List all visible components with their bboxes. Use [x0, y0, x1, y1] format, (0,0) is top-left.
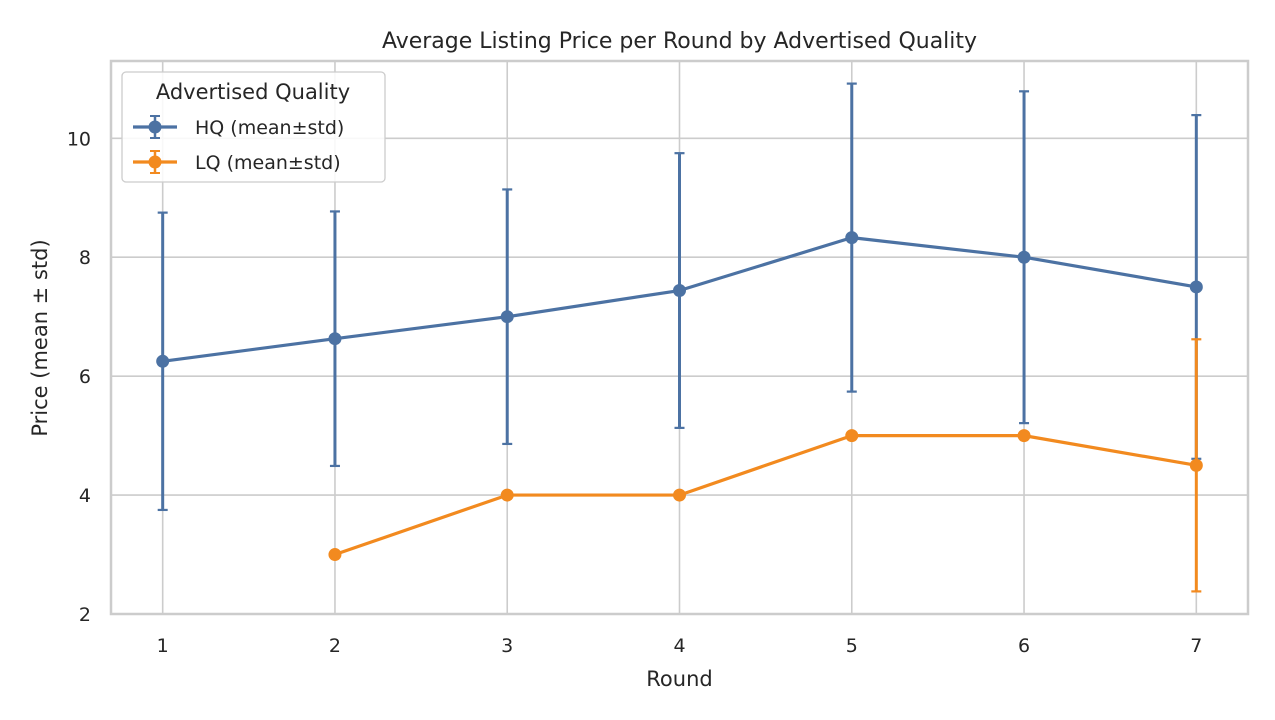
- data-point: [1189, 458, 1203, 472]
- x-tick-label: 6: [1018, 635, 1030, 657]
- x-axis-label: Round: [646, 667, 712, 691]
- chart-title: Average Listing Price per Round by Adver…: [382, 29, 977, 54]
- series-0: [156, 82, 1203, 512]
- data-point: [845, 429, 859, 443]
- y-tick-label: 4: [79, 485, 91, 507]
- data-point: [500, 310, 514, 324]
- legend: Advertised Quality HQ (mean±std) LQ (mean…: [121, 71, 386, 183]
- legend-label: HQ (mean±std): [195, 117, 344, 139]
- y-tick-label: 8: [79, 247, 91, 269]
- series-line: [334, 434, 1197, 557]
- x-tick-label: 7: [1190, 635, 1202, 657]
- plot-frame: [109, 59, 1250, 616]
- x-tick-label: 1: [157, 635, 169, 657]
- series-1: [328, 338, 1203, 593]
- legend-box: [121, 71, 386, 183]
- legend-label: LQ (mean±std): [195, 152, 341, 174]
- series-layer: [156, 82, 1203, 593]
- x-tick-label: 5: [846, 635, 858, 657]
- data-point: [845, 231, 859, 245]
- data-point: [1189, 280, 1203, 294]
- legend-marker: [148, 120, 162, 134]
- data-point: [156, 354, 170, 368]
- legend-title: Advertised Quality: [156, 80, 350, 104]
- data-point: [673, 284, 686, 298]
- y-tick-label: 6: [79, 366, 91, 388]
- data-point: [1017, 429, 1031, 443]
- y-tick-label: 10: [67, 128, 91, 150]
- data-point: [328, 548, 342, 562]
- x-tick-label: 2: [329, 635, 341, 657]
- legend-marker: [148, 155, 162, 169]
- data-point: [673, 488, 686, 502]
- data-point: [1017, 250, 1031, 264]
- legend-entries: HQ (mean±std) LQ (mean±std): [133, 115, 344, 174]
- y-axis-label: Price (mean ± std): [28, 239, 52, 436]
- x-tick-label: 4: [673, 635, 685, 657]
- tick-layer: 1 2 3 4 5 6 7 2 4 6 8 10: [67, 128, 1203, 657]
- x-tick-label: 3: [501, 635, 513, 657]
- data-point: [328, 332, 342, 346]
- data-point: [500, 488, 514, 502]
- y-tick-label: 2: [79, 604, 91, 626]
